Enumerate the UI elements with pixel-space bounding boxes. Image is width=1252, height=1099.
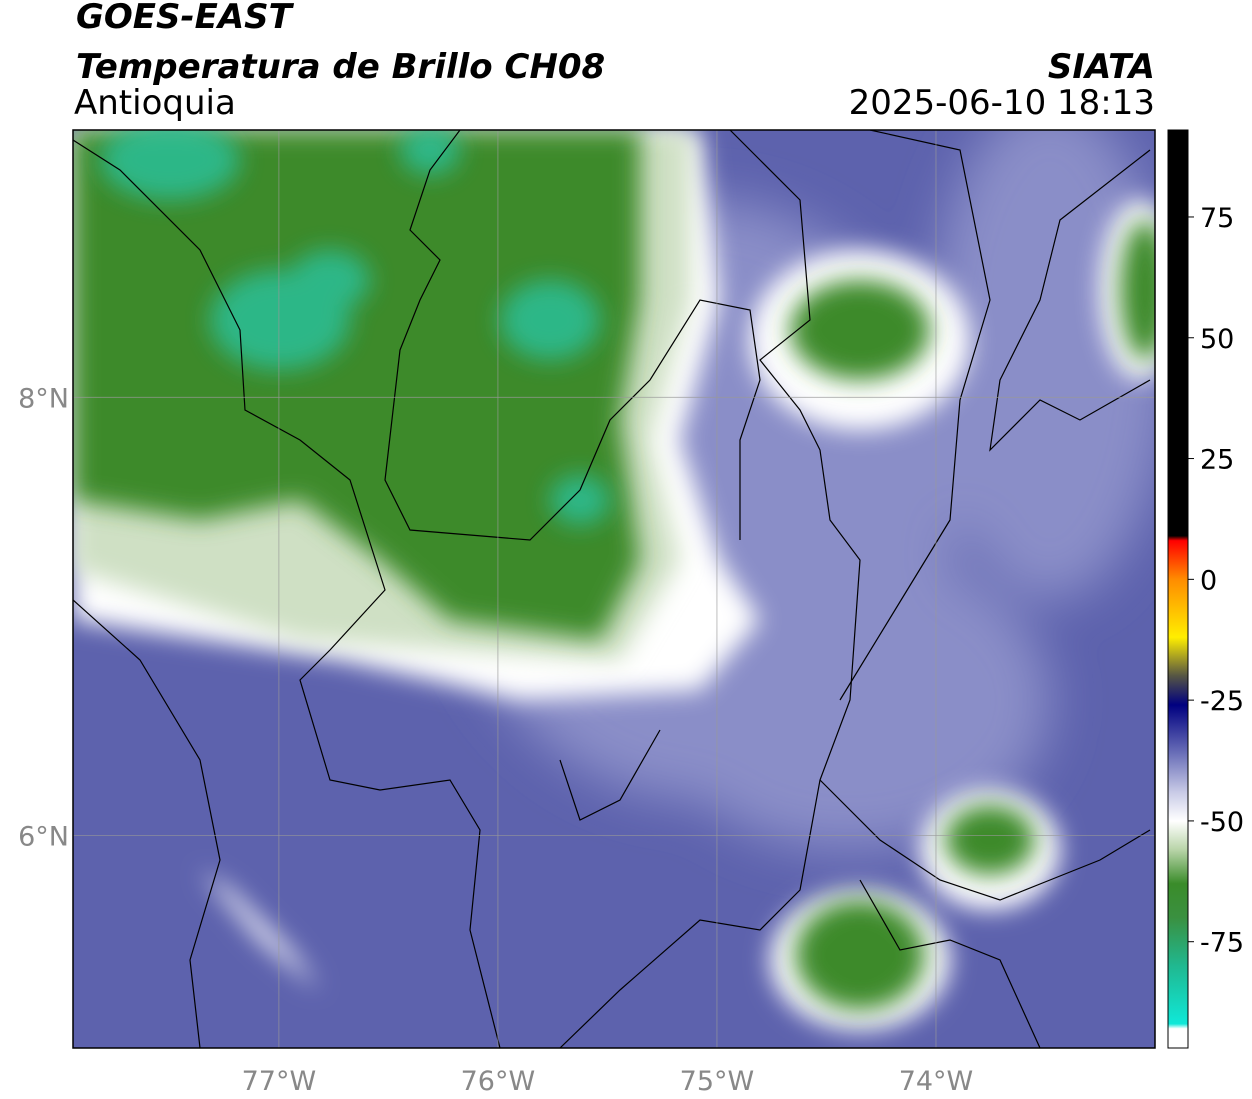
y-tick-label: 8°N <box>18 383 69 414</box>
x-tick-label: 75°W <box>680 1066 755 1097</box>
colorbar: 75 50 25 0 -25 -50 -75 <box>1167 129 1244 1049</box>
x-tick-label: 76°W <box>461 1066 536 1097</box>
x-tick-label: 74°W <box>899 1066 974 1097</box>
colorbar-scale <box>1167 129 1189 1049</box>
x-tick-label: 77°W <box>242 1066 317 1097</box>
region: Antioquia <box>74 83 236 123</box>
subtitle: Temperatura de Brillo CH08 <box>76 47 605 87</box>
grid <box>73 130 1155 1048</box>
satellite-image <box>73 130 1155 1048</box>
colorbar-tick-label: -25 <box>1200 686 1244 717</box>
map-frame <box>72 129 1156 1049</box>
colorbar-tick-label: -75 <box>1200 928 1244 959</box>
colorbar-tick-label: 75 <box>1200 203 1234 234</box>
colorbar-tick-label: 0 <box>1200 565 1217 596</box>
timestamp: 2025-06-10 18:13 <box>849 83 1155 123</box>
title: GOES-EAST <box>76 0 295 37</box>
colorbar-tick-label: 50 <box>1200 324 1234 355</box>
source: SIATA <box>1048 47 1155 87</box>
colorbar-tick-label: -50 <box>1200 807 1244 838</box>
colorbar-tick-label: 25 <box>1200 445 1234 476</box>
y-tick-label: 6°N <box>18 821 69 852</box>
